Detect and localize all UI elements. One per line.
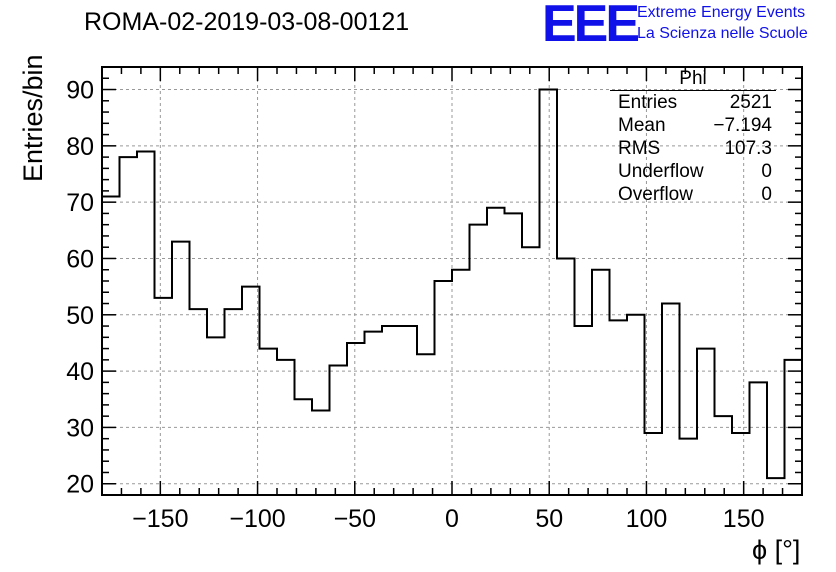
y-tick-label: 40 <box>66 358 94 386</box>
eee-logo-text: Extreme Energy Events La Scienza nelle S… <box>637 2 808 44</box>
y-tick-label: 80 <box>66 133 94 161</box>
stats-row-overflow: Overflow 0 <box>610 183 776 206</box>
stats-label: Mean <box>618 115 666 136</box>
stats-value: 107.3 <box>724 138 772 159</box>
x-tick-label: 100 <box>626 505 668 533</box>
x-tick-label: 50 <box>535 505 563 533</box>
stats-label: Entries <box>618 92 678 113</box>
stats-label: Overflow <box>618 184 693 205</box>
x-tick-label: −150 <box>132 505 188 533</box>
stats-value: 0 <box>761 161 772 182</box>
stats-label: RMS <box>618 138 661 159</box>
logo-line-2: La Scienza nelle Scuole <box>637 25 808 42</box>
y-tick-label: 30 <box>66 414 94 442</box>
stats-value: 2521 <box>729 92 772 113</box>
y-tick-label: 20 <box>66 471 94 499</box>
plot-frame <box>101 66 803 496</box>
y-tick-label: 60 <box>66 245 94 273</box>
x-tick-label: 150 <box>723 505 765 533</box>
stats-row-underflow: Underflow 0 <box>610 160 776 183</box>
x-tick-label: 0 <box>445 505 459 533</box>
eee-logo-mark: EEE <box>542 0 640 53</box>
y-tick-label: 50 <box>66 302 94 330</box>
stats-label: Underflow <box>618 161 704 182</box>
x-tick-label: −50 <box>334 505 376 533</box>
stats-box: Phi Entries 2521 Mean −7.194 RMS 107.3 Underfl… <box>610 68 776 206</box>
histogram-outline <box>102 88 802 480</box>
stats-value: 0 <box>761 184 772 205</box>
stats-row-rms: RMS 107.3 <box>610 137 776 160</box>
stats-row-entries: Entries 2521 <box>610 91 776 114</box>
stats-box-title: Phi <box>610 68 776 91</box>
y-axis-label: Entries/bin <box>18 54 48 182</box>
y-tick-label: 90 <box>66 77 94 105</box>
x-axis-label: ϕ [°] <box>752 535 801 565</box>
stats-row-mean: Mean −7.194 <box>610 114 776 137</box>
stats-rows: Entries 2521 Mean −7.194 RMS 107.3 Underflow 0 O… <box>610 91 776 206</box>
histogram-title: ROMA-02-2019-03-08-00121 <box>84 8 410 36</box>
stats-value: −7.194 <box>713 115 772 136</box>
y-tick-label: 70 <box>66 189 94 217</box>
x-tick-label: −100 <box>229 505 285 533</box>
logo-line-1: Extreme Energy Events <box>637 4 806 21</box>
